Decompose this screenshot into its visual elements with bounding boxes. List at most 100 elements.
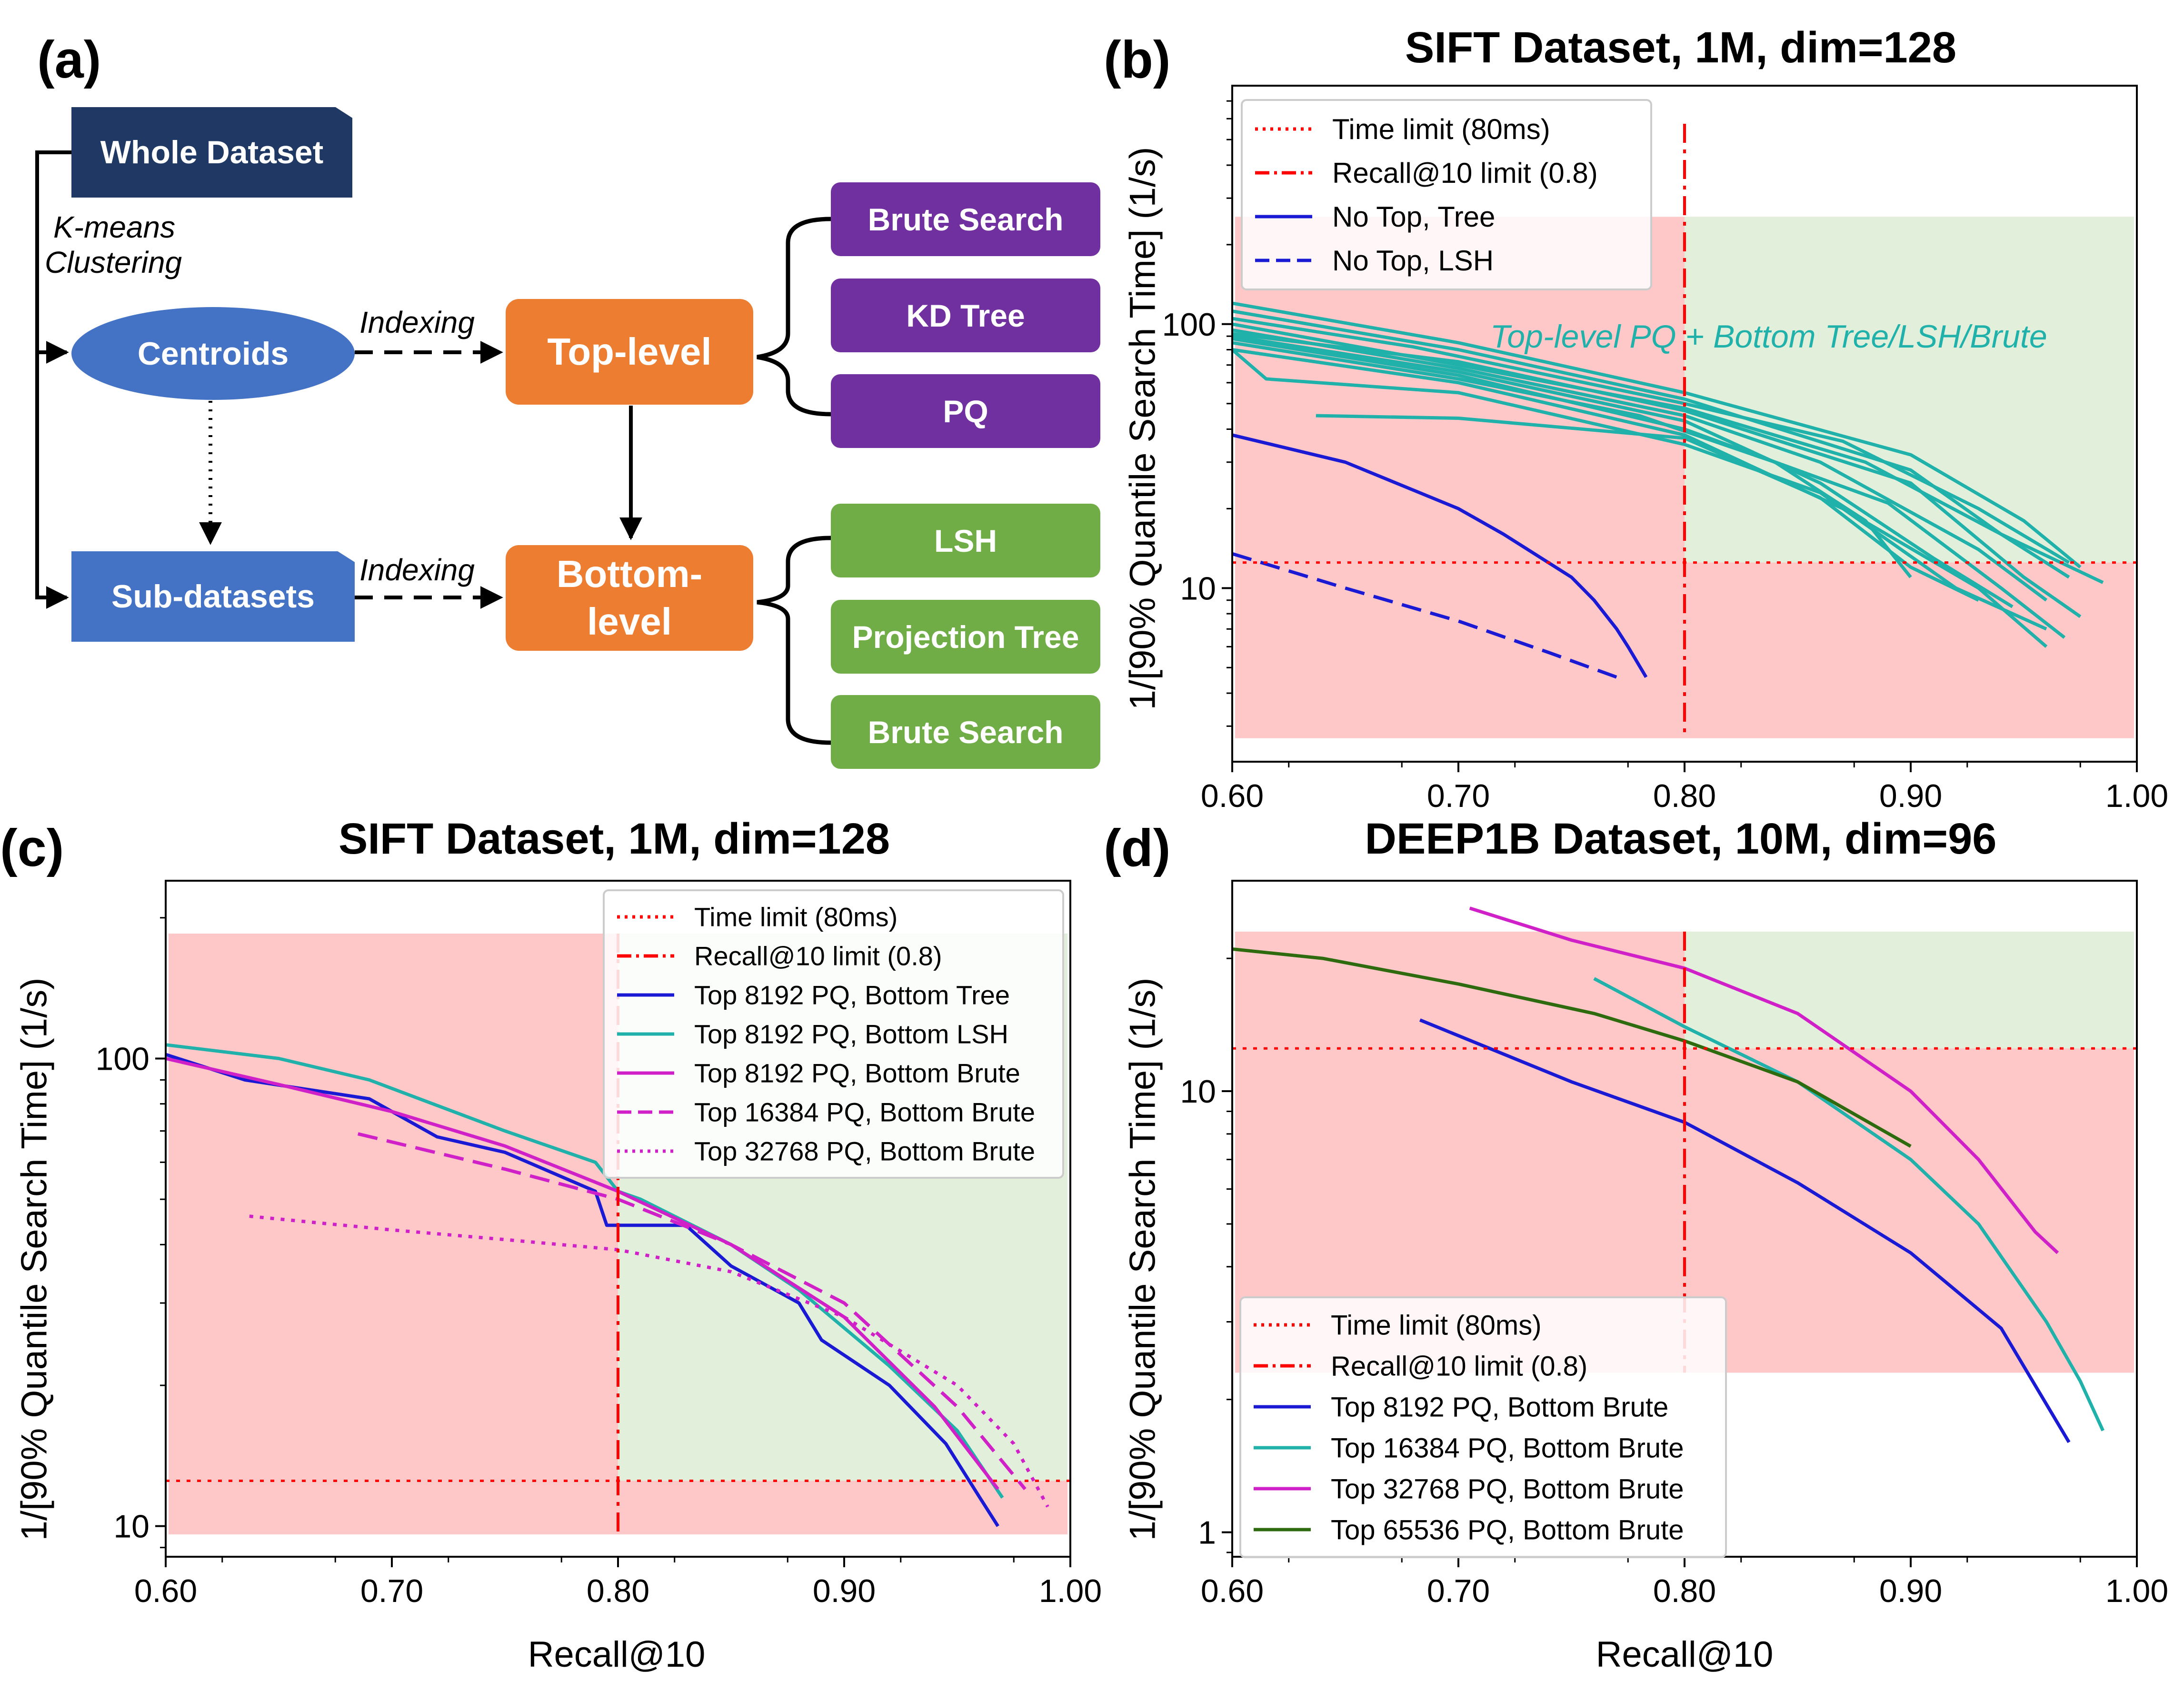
series-line-9 <box>1232 337 2066 639</box>
series-line-2 <box>1231 552 1617 679</box>
chart-d-ylabel: 1/[90% Quantile Search Time] (1/s) <box>1122 977 1163 1541</box>
bottom-option-lsh: LSH <box>831 504 1100 577</box>
infeasible-region <box>1235 217 2134 738</box>
top-option-brute-search: Brute Search <box>831 182 1100 256</box>
chart-b-ylabel: 1/[90% Quantile Search Time] (1/s) <box>1122 147 1163 710</box>
legend-label: Top 16384 PQ, Bottom Brute <box>694 1097 1035 1127</box>
y-tick-label: 10 <box>1180 570 1216 607</box>
legend-label: Top 32768 PQ, Bottom Brute <box>694 1136 1035 1166</box>
x-tick-label: 1.00 <box>2105 778 2168 814</box>
x-tick-label: 0.80 <box>1653 778 1716 814</box>
legend-box <box>603 889 1064 1179</box>
y-tick-label: 10 <box>1180 1074 1216 1110</box>
bottom-option-brute-search: Brute Search <box>831 695 1100 769</box>
plot-frame <box>1231 880 2138 1558</box>
series-line-6 <box>1232 322 2070 579</box>
plot-frame <box>1231 85 2138 763</box>
diagram-connectors <box>35 150 831 745</box>
bottom-level-box: Bottom- level <box>506 545 753 651</box>
clustering-connector <box>35 150 71 609</box>
kmeans-line1: K-means <box>53 210 176 244</box>
kmeans-line2: Clustering <box>45 245 182 279</box>
feasible-region <box>1685 217 2134 563</box>
x-tick-label: 0.70 <box>1427 778 1490 814</box>
series-line-7 <box>1232 328 2048 602</box>
bottom-options-brace <box>757 536 831 745</box>
series-line-3 <box>1469 906 2059 1254</box>
plot-frame <box>165 880 1071 1558</box>
series-line-12 <box>1232 341 1912 578</box>
legend-label: Top 8192 PQ, Bottom Brute <box>694 1058 1020 1088</box>
chart-c-ylabel: 1/[90% Quantile Search Time] (1/s) <box>14 977 55 1541</box>
chart-b-title: SIFT Dataset, 1M, dim=128 <box>1405 23 1957 72</box>
panel-label-a: (a) <box>37 30 101 89</box>
chart-c-title: SIFT Dataset, 1M, dim=128 <box>338 815 890 863</box>
x-tick-label: 0.90 <box>813 1573 876 1609</box>
series-line-4 <box>357 1132 1027 1491</box>
top-option-kd-tree: KD Tree <box>831 279 1100 352</box>
infeasible-region <box>1235 931 2134 1373</box>
top-level-box: Top-level <box>506 299 753 405</box>
x-tick-label: 0.60 <box>134 1573 197 1609</box>
series-line-3 <box>165 1056 999 1491</box>
legend-label: Top 32768 PQ, Bottom Brute <box>1331 1473 1684 1504</box>
top-option-pq: PQ <box>831 374 1100 448</box>
legend-label: Top 8192 PQ, Bottom Tree <box>694 980 1010 1010</box>
x-tick-label: 0.80 <box>587 1573 649 1609</box>
bottom-level-line1: Bottom- <box>556 553 703 595</box>
sub-datasets-box: Sub-datasets <box>71 551 355 642</box>
series-line-14 <box>1316 414 1980 602</box>
x-tick-label: 0.60 <box>1201 778 1264 814</box>
legend-label: Recall@10 limit (0.8) <box>694 941 942 971</box>
series-line-1 <box>1232 433 1648 678</box>
top-options-brace <box>757 217 831 417</box>
series-line-5 <box>249 1214 1049 1508</box>
legend-label: Recall@10 limit (0.8) <box>1332 157 1598 189</box>
sub-datasets-label: Sub-datasets <box>111 578 315 615</box>
bottom-option-label: Projection Tree <box>852 619 1079 655</box>
legend-box <box>1241 99 1652 290</box>
feasible-region <box>618 934 1067 1481</box>
bottom-option-projection-tree: Projection Tree <box>831 600 1100 674</box>
series-line-4 <box>1232 947 1912 1148</box>
series-line-13 <box>1232 334 2014 608</box>
x-tick-label: 1.00 <box>1039 1573 1102 1609</box>
legend-box <box>1239 1296 1727 1558</box>
series-line-2 <box>1593 977 2104 1432</box>
bottom-level-line2: level <box>587 600 672 643</box>
chart-b-annotation: Top-level PQ + Bottom Tree/LSH/Brute <box>1490 318 2047 355</box>
panel-label-c: (c) <box>0 819 64 877</box>
legend-label: Top 16384 PQ, Bottom Brute <box>1331 1432 1684 1463</box>
legend-label: Top 8192 PQ, Bottom LSH <box>694 1019 1008 1049</box>
x-tick-label: 0.60 <box>1201 1573 1264 1609</box>
centroids-label: Centroids <box>137 335 289 372</box>
legend-label: No Top, LSH <box>1332 245 1494 277</box>
series-line-1 <box>1419 1018 2071 1443</box>
y-tick-label: 100 <box>1162 307 1216 343</box>
legend-label: Time limit (80ms) <box>694 902 898 932</box>
x-tick-label: 0.70 <box>360 1573 423 1609</box>
chart-d-title: DEEP1B Dataset, 10M, dim=96 <box>1365 815 1997 863</box>
kmeans-label: K-means Clustering <box>45 209 182 280</box>
top-option-label: PQ <box>943 393 988 429</box>
legend-label: Top 65536 PQ, Bottom Brute <box>1331 1514 1684 1545</box>
top-option-label: Brute Search <box>868 201 1064 237</box>
whole-dataset-label: Whole Dataset <box>100 134 324 170</box>
x-tick-label: 0.90 <box>1879 1573 1942 1609</box>
legend-label: Time limit (80ms) <box>1331 1310 1542 1341</box>
centroids-ellipse: Centroids <box>71 307 355 400</box>
x-tick-label: 0.90 <box>1879 778 1942 814</box>
panel-label-d: (d) <box>1104 819 1171 877</box>
legend-label: Time limit (80ms) <box>1332 113 1550 145</box>
chart-d-xlabel: Recall@10 <box>1596 1634 1774 1675</box>
series-line-11 <box>1231 348 2047 631</box>
feasible-region <box>1685 931 2134 1049</box>
bottom-option-label: LSH <box>934 523 997 558</box>
panel-label-b: (b) <box>1104 30 1171 89</box>
series-line-10 <box>1232 348 2048 648</box>
series-line-1 <box>165 1053 999 1527</box>
y-tick-label: 10 <box>113 1509 150 1545</box>
indexing-bottom-label: Indexing <box>359 553 475 587</box>
x-tick-label: 0.70 <box>1427 1573 1490 1609</box>
chart-c-xlabel: Recall@10 <box>528 1634 706 1675</box>
